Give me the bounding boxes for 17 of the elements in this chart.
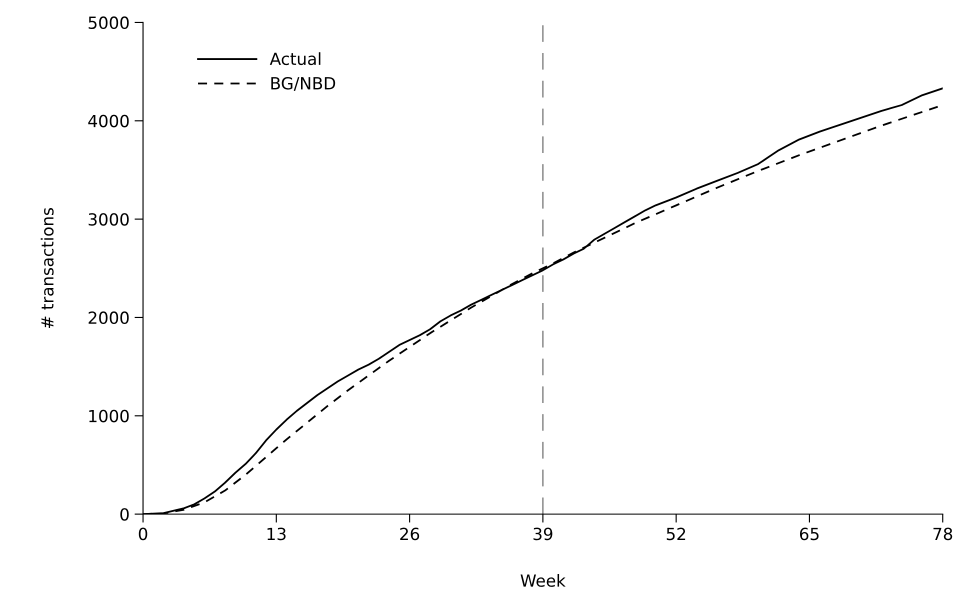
y-tick-label: 1000 [89, 410, 129, 422]
legend-label: Actual [270, 52, 320, 66]
x-tick-label: 52 [666, 528, 686, 540]
x-tick-label: 65 [800, 528, 819, 540]
x-tick-label: 26 [400, 528, 420, 540]
x-tick-label: 13 [268, 528, 286, 540]
y-tick-label: 5000 [88, 16, 129, 30]
y-tick-label: 3000 [88, 213, 129, 226]
x-tick-label: 39 [534, 528, 552, 540]
x-tick-label: 0 [138, 528, 148, 540]
y-axis-title: # transactions [40, 208, 54, 328]
x-axis-title: Week [520, 574, 566, 587]
y-tick-label: 2000 [88, 311, 129, 324]
x-tick-label: 78 [933, 528, 952, 540]
y-tick-label: 0 [120, 508, 129, 521]
legend-label: BG/NBD [271, 76, 336, 91]
y-tick-label: 4000 [88, 114, 129, 128]
